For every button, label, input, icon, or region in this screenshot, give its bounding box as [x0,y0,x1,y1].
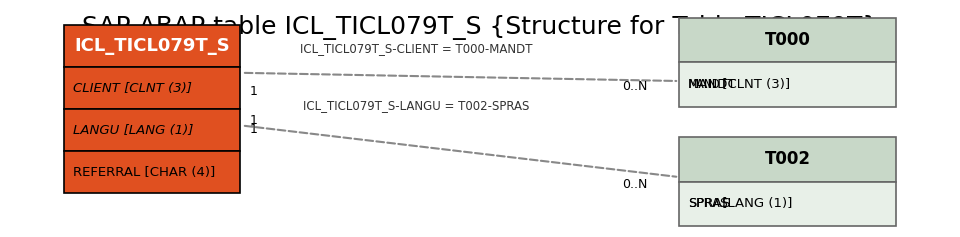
Text: ICL_TICL079T_S-CLIENT = T000-MANDT: ICL_TICL079T_S-CLIENT = T000-MANDT [300,42,533,55]
Text: SAP ABAP table ICL_TICL079T_S {Structure for Table TICL079T}: SAP ABAP table ICL_TICL079T_S {Structure… [82,15,878,41]
FancyBboxPatch shape [63,151,240,193]
Text: 1: 1 [250,114,257,127]
Text: MANDT: MANDT [688,78,728,91]
Text: T000: T000 [765,31,810,49]
Text: SPRAS [LANG (1)]: SPRAS [LANG (1)] [0,236,1,237]
Text: ICL_TICL079T_S-LANGU = T002-SPRAS: ICL_TICL079T_S-LANGU = T002-SPRAS [303,99,530,112]
Text: SPRAS: SPRAS [688,197,728,210]
Text: REFERRAL [CHAR (4)]: REFERRAL [CHAR (4)] [73,166,215,179]
FancyBboxPatch shape [63,25,240,67]
FancyBboxPatch shape [679,62,897,107]
Text: 1: 1 [250,85,257,98]
FancyBboxPatch shape [679,182,897,226]
Text: 0..N: 0..N [622,178,647,191]
Text: CLIENT [CLNT (3)]: CLIENT [CLNT (3)] [73,82,192,95]
FancyBboxPatch shape [63,67,240,109]
Text: SPRAS: SPRAS [688,197,731,210]
Text: LANGU [LANG (1)]: LANGU [LANG (1)] [73,124,193,137]
Text: 1: 1 [250,123,257,136]
Text: MANDT [CLNT (3)]: MANDT [CLNT (3)] [0,236,1,237]
FancyBboxPatch shape [679,137,897,182]
FancyBboxPatch shape [63,109,240,151]
Text: ICL_TICL079T_S: ICL_TICL079T_S [74,37,229,55]
Text: [LANG (1)]: [LANG (1)] [717,197,792,210]
Text: 0..N: 0..N [622,80,647,93]
FancyBboxPatch shape [679,18,897,62]
Text: MANDT: MANDT [688,78,736,91]
Text: [CLNT (3)]: [CLNT (3)] [717,78,790,91]
Text: T002: T002 [765,150,810,169]
